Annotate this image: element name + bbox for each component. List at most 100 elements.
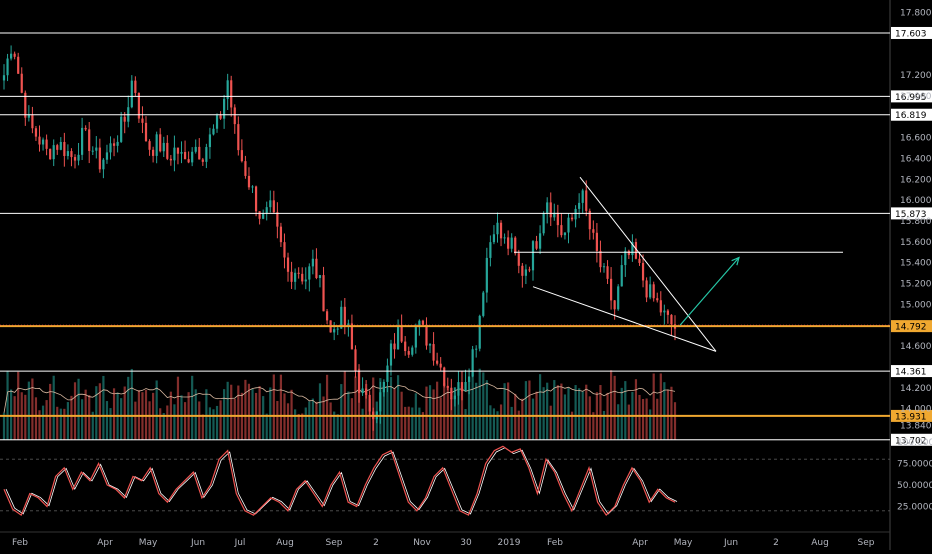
candle-body [166, 142, 169, 159]
volume-bar [180, 395, 183, 440]
volume-bar [538, 374, 542, 440]
time-tick-label: Jul [234, 538, 246, 548]
candle-body [361, 388, 364, 394]
volume-bar [173, 404, 176, 440]
volume-bar [27, 381, 30, 440]
volume-bar [475, 382, 478, 440]
candle-body [144, 122, 148, 142]
time-tick-label: Feb [12, 538, 28, 548]
volume-bar [386, 387, 389, 440]
candle-body [9, 53, 13, 59]
candle-body [343, 306, 346, 326]
volume-bar [88, 395, 91, 440]
candle-body [318, 275, 322, 278]
volume-bar [578, 388, 581, 440]
candle-body [606, 266, 609, 279]
candle-body [84, 127, 87, 130]
volume-bar [318, 383, 322, 440]
volume-bar [457, 395, 460, 440]
candle-body [73, 157, 77, 161]
candle-body [66, 151, 70, 157]
candle-body [294, 272, 297, 282]
candle-body [627, 250, 630, 256]
volume-bar [453, 387, 456, 440]
candle-body [578, 202, 581, 209]
horizontal-levels: 17.603 16.995 16.819 15.873 14.361 13.702 14.7… [0, 26, 932, 446]
candle-body [666, 310, 670, 315]
volume-bar [265, 413, 268, 440]
candle-body [34, 128, 38, 137]
time-tick-label: Sep [858, 538, 875, 548]
volume-bar [262, 396, 265, 440]
volume-bar [49, 383, 52, 440]
volume-bar [436, 381, 439, 440]
volume-bar [617, 404, 620, 440]
candle-body [315, 258, 318, 278]
volume-bar [425, 386, 428, 440]
volume-bar [556, 385, 559, 440]
candle-body [354, 349, 357, 372]
volume-bar [670, 386, 673, 440]
candle-body [279, 226, 283, 243]
candle-body [649, 284, 652, 298]
volume-bar [656, 398, 659, 440]
candle-body [613, 300, 616, 310]
candle-body [269, 200, 272, 208]
time-tick-label: May [139, 538, 158, 548]
candle-body [272, 200, 275, 213]
candle-body [482, 292, 485, 316]
price-tick-label: 16.200 [900, 175, 932, 185]
candle-body [634, 242, 638, 259]
oscillator-tick-label: 25.0000 [897, 503, 932, 513]
candle-body [524, 269, 527, 276]
volume-bar [98, 383, 101, 440]
candle-body [510, 237, 513, 249]
volume-bar [237, 385, 240, 440]
volume-bar [599, 385, 602, 440]
volume-bar [439, 397, 442, 440]
volume-bar [365, 384, 368, 440]
candle-body [368, 394, 371, 412]
price-tick-label: 17.800 [900, 8, 932, 18]
candle-body [471, 349, 474, 377]
volume-bar [357, 368, 361, 440]
candle-body [49, 148, 52, 160]
price-axis-ticks: 17.800 17.200 17.000 16.600 16.400 16.200 16.0… [900, 8, 932, 431]
candle-body [670, 314, 673, 325]
volume-bar [91, 411, 94, 440]
volume-bar [269, 387, 272, 440]
level-label-box [891, 90, 932, 103]
volume-bar [31, 378, 34, 440]
volume-bar [336, 414, 339, 440]
candle-body [59, 141, 62, 150]
volume-bar [443, 383, 446, 440]
candle-body [304, 279, 307, 282]
candle-body [389, 343, 393, 366]
candle-body [148, 141, 151, 150]
time-tick-label: Aug [811, 538, 829, 548]
level-label: 16.995 [895, 93, 927, 103]
candle-body [499, 222, 503, 239]
volume-bar [467, 377, 471, 440]
level-label-box [891, 108, 932, 121]
candle-body [446, 385, 449, 388]
candle-body [382, 381, 385, 393]
volume-bar [52, 375, 55, 440]
volume-bar [251, 388, 254, 440]
candle-body [407, 351, 410, 355]
volume-ma-line [3, 382, 676, 414]
volume-bar [421, 412, 425, 440]
volume-bar [471, 372, 474, 440]
candle-body [194, 146, 197, 152]
candle-body [521, 265, 524, 276]
candle-body [496, 222, 499, 235]
candle-body [450, 387, 453, 400]
volume-bar [322, 396, 325, 440]
volume-bar [496, 411, 499, 440]
candle-body [475, 348, 478, 350]
volume-bar [574, 385, 577, 440]
volume-bar [159, 408, 162, 440]
candle-body [333, 329, 336, 333]
candle-body [588, 210, 591, 230]
volume-bar [38, 410, 41, 440]
